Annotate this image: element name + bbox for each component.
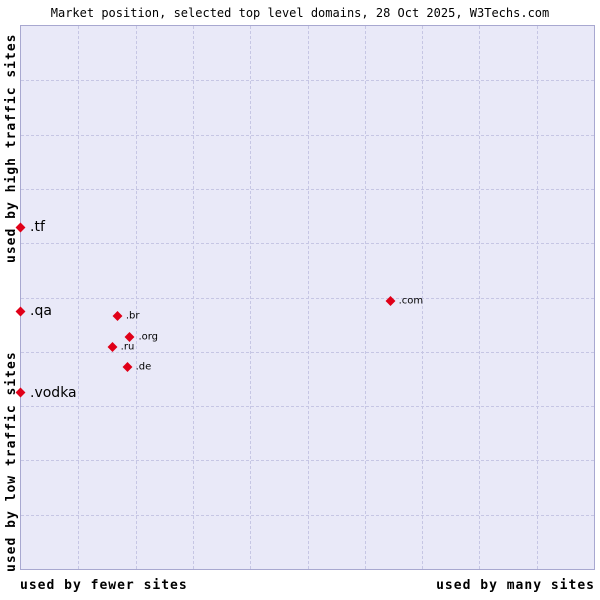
data-point[interactable]: .vodka <box>15 384 77 401</box>
diamond-marker-icon <box>15 306 26 317</box>
grid-line-vertical <box>192 26 194 569</box>
grid-line-vertical <box>479 26 481 569</box>
data-point[interactable]: .de <box>122 361 152 373</box>
point-label: .de <box>135 361 152 373</box>
diamond-marker-icon <box>385 295 396 306</box>
grid-line-horizontal <box>21 460 594 462</box>
grid-line-horizontal <box>21 297 594 299</box>
grid-line-vertical <box>307 26 309 569</box>
chart-title: Market position, selected top level doma… <box>50 6 550 20</box>
diamond-marker-icon <box>107 341 118 352</box>
grid-line-vertical <box>536 26 538 569</box>
data-point[interactable]: .com <box>385 295 424 307</box>
diamond-marker-icon <box>124 331 135 342</box>
point-label: .org <box>138 331 159 343</box>
point-label: .vodka <box>30 384 77 401</box>
x-axis-label-fewer-sites: used by fewer sites <box>20 578 188 593</box>
point-label: .com <box>398 295 424 307</box>
point-label: .br <box>125 310 140 322</box>
x-axis-label-many-sites: used by many sites <box>436 578 595 593</box>
grid-line-horizontal <box>21 406 594 408</box>
point-label: .ru <box>120 341 135 353</box>
grid-line-horizontal <box>21 243 594 245</box>
grid-line-horizontal <box>21 188 594 190</box>
data-point[interactable]: .br <box>112 310 140 322</box>
data-point[interactable]: .org <box>124 331 159 343</box>
diamond-marker-icon <box>122 362 133 372</box>
diamond-marker-icon <box>112 311 123 321</box>
plot-area: .tf .qa .vodka .br .org .ru .de .com <box>15 25 595 570</box>
data-point[interactable]: .tf <box>15 219 45 236</box>
grid-line-vertical <box>364 26 366 569</box>
grid-line-vertical <box>250 26 252 569</box>
grid-line-horizontal <box>21 80 594 82</box>
point-label: .tf <box>30 219 45 236</box>
point-label: .qa <box>30 303 52 320</box>
grid-line-horizontal <box>21 134 594 136</box>
grid-line-vertical <box>135 26 137 569</box>
data-point[interactable]: .ru <box>107 341 135 353</box>
y-axis-label-high-traffic: used by high traffic sites <box>4 33 19 264</box>
y-axis-label-low-traffic: used by low traffic sites <box>4 351 19 572</box>
data-point[interactable]: .qa <box>15 303 52 320</box>
grid-line-horizontal <box>21 351 594 353</box>
grid-line-horizontal <box>21 514 594 516</box>
grid-line-vertical <box>78 26 80 569</box>
